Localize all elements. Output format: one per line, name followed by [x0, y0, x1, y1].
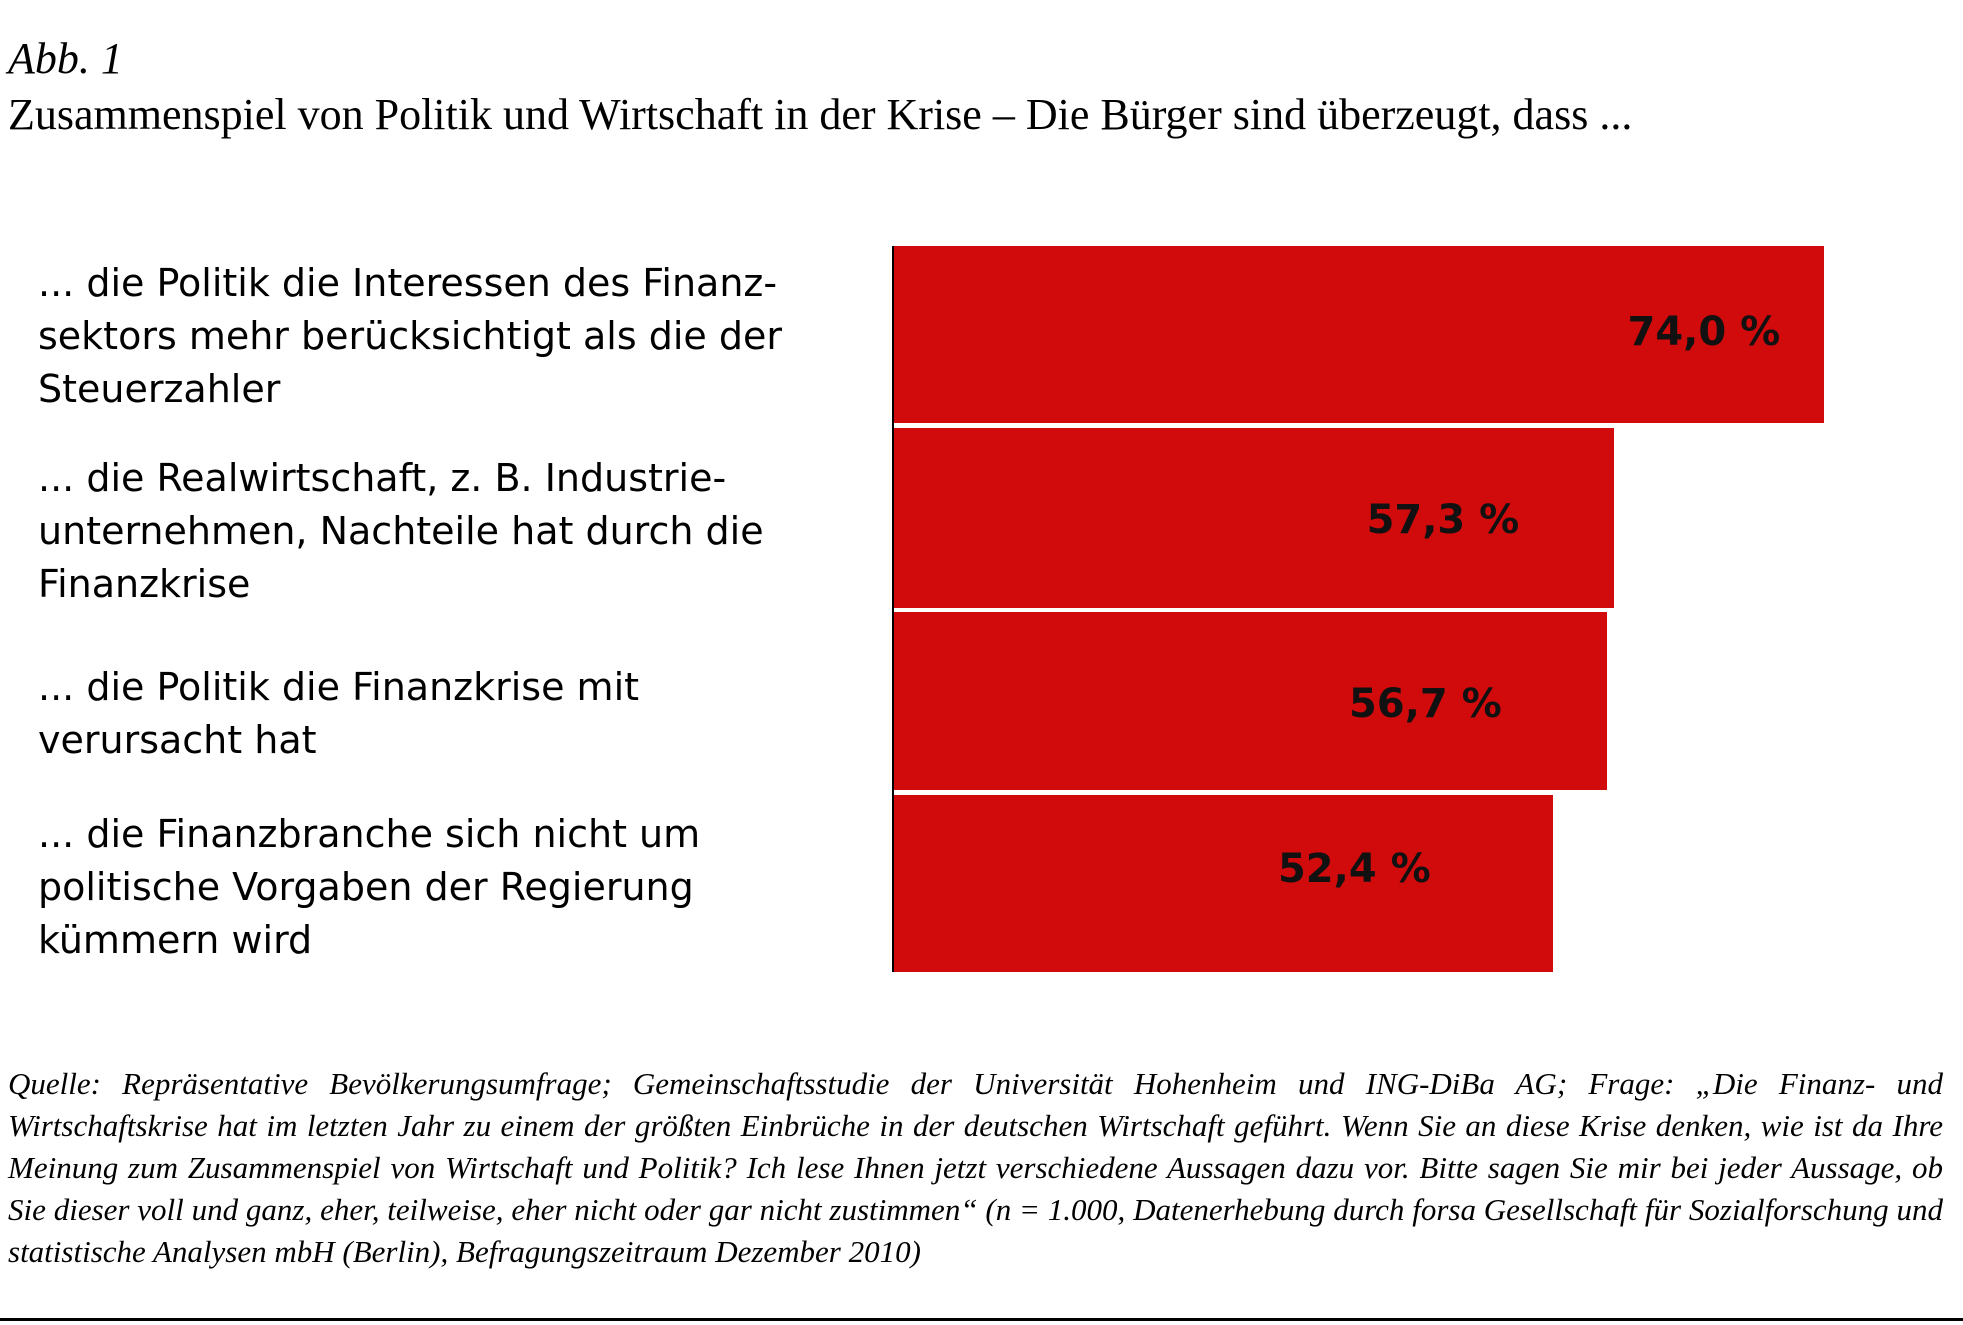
value-label: 52,4 % [1277, 846, 1431, 892]
category-label: ... die Politik die Interessen des Finan… [38, 261, 782, 411]
figure-label: Abb. 1 [8, 34, 123, 83]
figure-title: Zusammenspiel von Politik und Wirtschaft… [8, 90, 1633, 139]
bar-chart: ... die Politik die Interessen des Finan… [38, 246, 1825, 972]
source-note: Quelle: Repräsentative Bevölkerungsumfra… [8, 1066, 1943, 1269]
category-label: ... die Finanzbranche sich nicht um poli… [38, 812, 701, 962]
bar [894, 246, 1825, 423]
y-axis-line [892, 246, 894, 972]
value-label: 74,0 % [1627, 309, 1781, 355]
category-label: ... die Politik die Finanzkrise mit veru… [38, 665, 640, 762]
bar [894, 795, 1553, 972]
value-label: 57,3 % [1366, 497, 1520, 543]
value-label: 56,7 % [1349, 681, 1502, 727]
bar [894, 428, 1615, 608]
bottom-rule [0, 1318, 1963, 1321]
bar [894, 612, 1607, 790]
category-label: ... die Realwirtschaft, z. B. Industrie-… [38, 456, 764, 606]
